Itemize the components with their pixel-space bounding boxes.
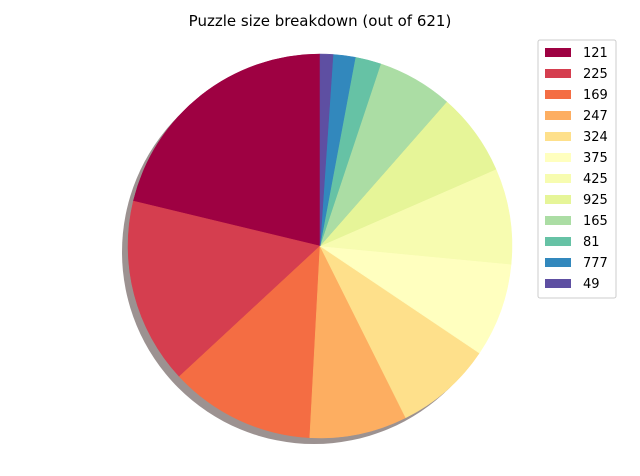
legend-items: 121 225 169 247 324 375 425 925 165 81 777 49	[545, 46, 608, 292]
pie-slice-425	[319, 168, 513, 265]
legend-label-425: 425	[583, 172, 608, 187]
legend-swatch-375	[545, 153, 571, 162]
legend-frame	[537, 39, 617, 299]
pie-slice-247	[309, 245, 407, 439]
legend-label-225: 225	[583, 67, 608, 82]
legend-label-81: 81	[583, 235, 600, 250]
pie-slices	[127, 53, 513, 439]
pie-slice-225	[127, 200, 321, 377]
chart-title: Puzzle size breakdown (out of 621)	[189, 12, 452, 30]
legend-swatch-777	[545, 258, 571, 267]
legend-label-777: 777	[583, 256, 608, 271]
legend-label-169: 169	[583, 88, 608, 103]
legend-label-247: 247	[583, 109, 608, 124]
legend-label-324: 324	[583, 130, 608, 145]
legend-swatch-425	[545, 174, 571, 183]
legend-label-49: 49	[583, 277, 600, 292]
pie-slice-49	[319, 53, 334, 247]
legend-label-375: 375	[583, 151, 608, 166]
legend-label-121: 121	[583, 46, 608, 61]
legend-swatch-324	[545, 132, 571, 141]
legend-swatch-225	[545, 69, 571, 78]
legend-swatch-121	[545, 48, 571, 57]
legend-swatch-925	[545, 195, 571, 204]
legend-swatch-165	[545, 216, 571, 225]
legend-swatch-49	[545, 279, 571, 288]
legend-label-165: 165	[583, 214, 608, 229]
pie-slice-169	[178, 245, 321, 438]
pie-slice-324	[319, 245, 480, 419]
legend-swatch-247	[545, 111, 571, 120]
legend-swatch-81	[545, 237, 571, 246]
legend-label-925: 925	[583, 193, 608, 208]
pie-slice-375	[319, 245, 512, 354]
legend: 121 225 169 247 324 375 425 925 165 81 777 49	[537, 39, 617, 299]
pie-slice-121	[133, 53, 321, 247]
legend-swatch-169	[545, 90, 571, 99]
